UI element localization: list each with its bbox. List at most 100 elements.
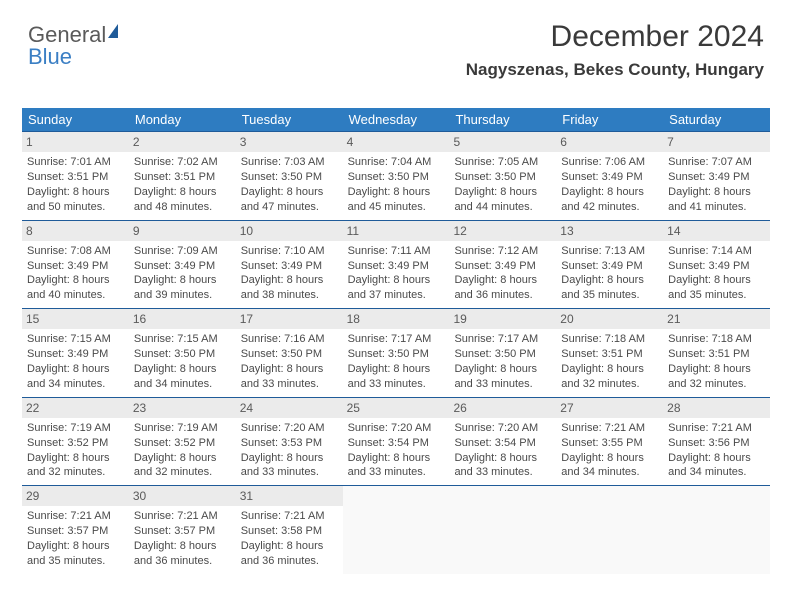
cell-sunrise: Sunrise: 7:09 AM (134, 244, 231, 259)
cell-sunset: Sunset: 3:50 PM (454, 170, 551, 185)
cell-dl2: and 35 minutes. (27, 554, 124, 569)
cell-sunset: Sunset: 3:54 PM (348, 436, 445, 451)
cell-dl2: and 40 minutes. (27, 288, 124, 303)
cell-dl1: Daylight: 8 hours (561, 185, 658, 200)
calendar-cell: 4Sunrise: 7:04 AMSunset: 3:50 PMDaylight… (343, 132, 450, 220)
day-number: 15 (22, 309, 129, 329)
cell-dl1: Daylight: 8 hours (668, 451, 765, 466)
calendar-cell: 19Sunrise: 7:17 AMSunset: 3:50 PMDayligh… (449, 309, 556, 397)
cell-dl1: Daylight: 8 hours (348, 451, 445, 466)
day-header: Monday (129, 108, 236, 131)
cell-sunset: Sunset: 3:49 PM (668, 259, 765, 274)
cell-dl1: Daylight: 8 hours (27, 451, 124, 466)
cell-dl1: Daylight: 8 hours (561, 362, 658, 377)
cell-dl1: Daylight: 8 hours (27, 539, 124, 554)
cell-dl2: and 33 minutes. (241, 377, 338, 392)
cell-sunrise: Sunrise: 7:06 AM (561, 155, 658, 170)
cell-sunrise: Sunrise: 7:18 AM (561, 332, 658, 347)
logo: General Blue (28, 24, 118, 68)
day-header: Thursday (449, 108, 556, 131)
cell-sunrise: Sunrise: 7:07 AM (668, 155, 765, 170)
day-number: 5 (449, 132, 556, 152)
calendar-cell: 11Sunrise: 7:11 AMSunset: 3:49 PMDayligh… (343, 221, 450, 309)
cell-dl2: and 34 minutes. (668, 465, 765, 480)
calendar-cell-empty (343, 486, 450, 574)
calendar-cell-empty (663, 486, 770, 574)
calendar-cell: 15Sunrise: 7:15 AMSunset: 3:49 PMDayligh… (22, 309, 129, 397)
cell-sunrise: Sunrise: 7:04 AM (348, 155, 445, 170)
cell-sunrise: Sunrise: 7:21 AM (561, 421, 658, 436)
calendar-cell: 8Sunrise: 7:08 AMSunset: 3:49 PMDaylight… (22, 221, 129, 309)
calendar-cell: 28Sunrise: 7:21 AMSunset: 3:56 PMDayligh… (663, 398, 770, 486)
cell-dl1: Daylight: 8 hours (134, 451, 231, 466)
cell-dl1: Daylight: 8 hours (241, 273, 338, 288)
cell-dl1: Daylight: 8 hours (561, 451, 658, 466)
calendar-cell: 21Sunrise: 7:18 AMSunset: 3:51 PMDayligh… (663, 309, 770, 397)
day-number: 7 (663, 132, 770, 152)
cell-sunrise: Sunrise: 7:20 AM (348, 421, 445, 436)
day-number: 31 (236, 486, 343, 506)
calendar-cell: 23Sunrise: 7:19 AMSunset: 3:52 PMDayligh… (129, 398, 236, 486)
day-number: 10 (236, 221, 343, 241)
cell-sunset: Sunset: 3:56 PM (668, 436, 765, 451)
cell-sunrise: Sunrise: 7:11 AM (348, 244, 445, 259)
cell-sunrise: Sunrise: 7:17 AM (454, 332, 551, 347)
cell-sunrise: Sunrise: 7:05 AM (454, 155, 551, 170)
cell-dl1: Daylight: 8 hours (241, 362, 338, 377)
cell-sunset: Sunset: 3:51 PM (561, 347, 658, 362)
cell-sunset: Sunset: 3:49 PM (668, 170, 765, 185)
calendar-cell-empty (449, 486, 556, 574)
cell-sunrise: Sunrise: 7:17 AM (348, 332, 445, 347)
cell-sunrise: Sunrise: 7:19 AM (27, 421, 124, 436)
cell-sunrise: Sunrise: 7:15 AM (27, 332, 124, 347)
day-number: 13 (556, 221, 663, 241)
day-number: 1 (22, 132, 129, 152)
day-header: Saturday (663, 108, 770, 131)
cell-dl2: and 47 minutes. (241, 200, 338, 215)
cell-sunset: Sunset: 3:49 PM (27, 259, 124, 274)
calendar-week: 1Sunrise: 7:01 AMSunset: 3:51 PMDaylight… (22, 131, 770, 220)
day-number: 22 (22, 398, 129, 418)
cell-dl2: and 33 minutes. (348, 377, 445, 392)
calendar-cell: 24Sunrise: 7:20 AMSunset: 3:53 PMDayligh… (236, 398, 343, 486)
day-number: 25 (343, 398, 450, 418)
cell-dl1: Daylight: 8 hours (27, 273, 124, 288)
calendar-week: 29Sunrise: 7:21 AMSunset: 3:57 PMDayligh… (22, 485, 770, 574)
calendar-cell: 3Sunrise: 7:03 AMSunset: 3:50 PMDaylight… (236, 132, 343, 220)
month-title: December 2024 (466, 20, 764, 54)
cell-dl1: Daylight: 8 hours (454, 451, 551, 466)
day-headers-row: SundayMondayTuesdayWednesdayThursdayFrid… (22, 108, 770, 131)
cell-sunset: Sunset: 3:49 PM (134, 259, 231, 274)
calendar-week: 8Sunrise: 7:08 AMSunset: 3:49 PMDaylight… (22, 220, 770, 309)
day-number: 21 (663, 309, 770, 329)
cell-dl2: and 33 minutes. (348, 465, 445, 480)
cell-sunrise: Sunrise: 7:14 AM (668, 244, 765, 259)
cell-sunrise: Sunrise: 7:19 AM (134, 421, 231, 436)
cell-dl2: and 48 minutes. (134, 200, 231, 215)
cell-dl2: and 39 minutes. (134, 288, 231, 303)
cell-dl1: Daylight: 8 hours (348, 185, 445, 200)
cell-dl1: Daylight: 8 hours (27, 185, 124, 200)
cell-sunrise: Sunrise: 7:18 AM (668, 332, 765, 347)
cell-dl2: and 33 minutes. (241, 465, 338, 480)
cell-dl1: Daylight: 8 hours (668, 362, 765, 377)
cell-dl2: and 44 minutes. (454, 200, 551, 215)
cell-sunset: Sunset: 3:49 PM (454, 259, 551, 274)
cell-dl1: Daylight: 8 hours (134, 362, 231, 377)
day-number: 27 (556, 398, 663, 418)
cell-sunrise: Sunrise: 7:01 AM (27, 155, 124, 170)
logo-triangle-icon (108, 24, 118, 38)
cell-dl2: and 36 minutes. (454, 288, 551, 303)
location-subtitle: Nagyszenas, Bekes County, Hungary (466, 60, 764, 80)
cell-sunrise: Sunrise: 7:12 AM (454, 244, 551, 259)
cell-sunrise: Sunrise: 7:13 AM (561, 244, 658, 259)
cell-dl2: and 32 minutes. (668, 377, 765, 392)
cell-sunset: Sunset: 3:52 PM (27, 436, 124, 451)
cell-dl2: and 33 minutes. (454, 377, 551, 392)
calendar-cell: 31Sunrise: 7:21 AMSunset: 3:58 PMDayligh… (236, 486, 343, 574)
day-number: 24 (236, 398, 343, 418)
cell-sunset: Sunset: 3:49 PM (561, 259, 658, 274)
calendar-cell: 20Sunrise: 7:18 AMSunset: 3:51 PMDayligh… (556, 309, 663, 397)
cell-dl1: Daylight: 8 hours (134, 539, 231, 554)
cell-sunset: Sunset: 3:58 PM (241, 524, 338, 539)
